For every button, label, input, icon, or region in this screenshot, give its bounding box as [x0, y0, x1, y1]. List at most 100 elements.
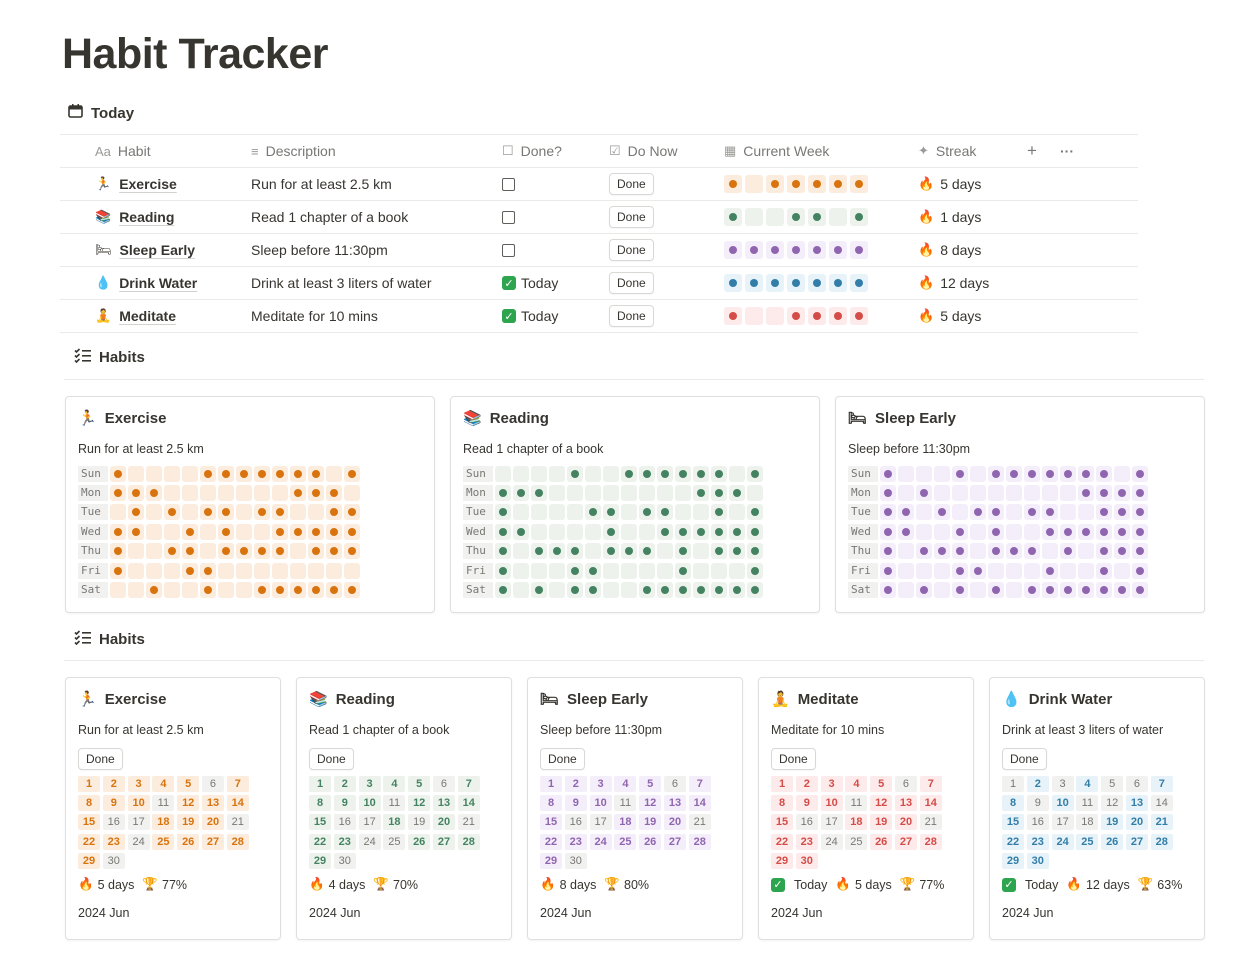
calendar-day: 28: [919, 833, 942, 850]
done-button[interactable]: Done: [540, 748, 585, 770]
done-cell[interactable]: [502, 234, 515, 266]
heatmap-cell: [603, 504, 619, 521]
card-title[interactable]: 💧 Drink Water: [1002, 690, 1113, 709]
card-title[interactable]: 📚 Reading: [463, 409, 549, 428]
calendar-day: 10: [127, 795, 150, 812]
table-row[interactable]: 📚 Reading Read 1 chapter of a book Done 🔥 1 d…: [60, 200, 1138, 233]
calendar-card[interactable]: 💧 Drink Water Drink at least 3 liters of w…: [989, 677, 1205, 940]
habit-name[interactable]: Exercise: [119, 176, 177, 192]
calendar-day: 18: [152, 814, 175, 831]
done-button[interactable]: Done: [1002, 748, 1047, 770]
column-header-done[interactable]: ☐ Done?: [502, 143, 562, 159]
calendar-day: 18: [1076, 814, 1099, 831]
view-tab-today[interactable]: Today: [68, 104, 134, 122]
table-row[interactable]: 🛏 Sleep Early Sleep before 11:30pm Done 🔥 8 d…: [60, 233, 1138, 266]
done-checkbox[interactable]: [502, 243, 515, 257]
column-header-description[interactable]: ≡ Description: [251, 143, 336, 159]
habit-cell[interactable]: 💧 Drink Water: [95, 267, 197, 299]
heatmap-cell: [344, 465, 360, 482]
week-day-cell: [808, 208, 826, 226]
calendar-card[interactable]: 📚 Reading Read 1 chapter of a book Done 1 2 3 4…: [296, 677, 512, 940]
dot: [792, 213, 800, 221]
dot: [535, 586, 543, 595]
done-cell[interactable]: [502, 168, 515, 200]
more-options-button[interactable]: ···: [1060, 143, 1074, 159]
week-strip: [724, 208, 868, 226]
done-cell[interactable]: ✓ Today: [502, 300, 558, 332]
table-row[interactable]: 💧 Drink Water Drink at least 3 liters of w…: [60, 266, 1138, 299]
checked-checkbox-icon[interactable]: ✓: [502, 276, 516, 290]
table-row[interactable]: 🧘 Meditate Meditate for 10 mins ✓ Today Done 🔥…: [60, 299, 1138, 333]
habit-cell[interactable]: 📚 Reading: [95, 201, 174, 233]
do-now-button[interactable]: Done: [609, 206, 654, 228]
habit-cell[interactable]: 🏃 Exercise: [95, 168, 177, 200]
dot: [1136, 469, 1144, 478]
habit-name[interactable]: Meditate: [119, 308, 176, 324]
done-checkbox[interactable]: [502, 210, 515, 224]
heatmap-cell: [621, 465, 637, 482]
heatmap-cell: [916, 543, 932, 560]
calendar-day: 19: [408, 814, 431, 831]
do-now-button[interactable]: Done: [609, 305, 654, 327]
heatmap-cell: [693, 543, 709, 560]
heatmap-row: Sun: [848, 464, 1150, 483]
dot: [750, 246, 758, 254]
calendar-day: 27: [663, 833, 686, 850]
checked-checkbox-icon[interactable]: ✓: [502, 309, 516, 323]
heatmap-cell: [934, 485, 950, 502]
calendar-card[interactable]: 🏃 Exercise Run for at least 2.5 km Done 1 2 3 4…: [65, 677, 281, 940]
table-row[interactable]: 🏃 Exercise Run for at least 2.5 km Done 🔥 5 d…: [60, 167, 1138, 200]
heatmap-cell: [1042, 465, 1058, 482]
done-cell[interactable]: ✓ Today: [502, 267, 558, 299]
card-title[interactable]: 🛏 Sleep Early: [540, 690, 648, 709]
section-header-habits-calendar[interactable]: Habits: [74, 630, 145, 649]
heatmap-cell: [621, 485, 637, 502]
heatmap-cell: [164, 543, 180, 560]
dot: [733, 547, 741, 556]
column-header-do-now[interactable]: ☑ Do Now: [609, 143, 678, 159]
column-header-current-week[interactable]: ▦ Current Week: [724, 143, 830, 159]
do-now-button[interactable]: Done: [609, 239, 654, 261]
calendar-week-row: 22 23 24 25 26 27 28: [771, 832, 945, 851]
do-now-button[interactable]: Done: [609, 272, 654, 294]
heatmap-row: Fri: [463, 561, 765, 580]
column-header-habit[interactable]: Aa Habit: [95, 143, 151, 159]
heatmap-cell: [585, 582, 601, 599]
completion-rate: 63%: [1157, 877, 1183, 892]
heatmap-cell: [880, 582, 896, 599]
habit-cell[interactable]: 🛏 Sleep Early: [95, 234, 195, 266]
habit-name: Drink Water: [1028, 690, 1113, 708]
heatmap-card[interactable]: 🏃 Exercise Run for at least 2.5 km Sun Mon Tu…: [65, 396, 435, 613]
habit-name[interactable]: Reading: [119, 209, 175, 225]
card-title[interactable]: 🏃 Exercise: [78, 409, 166, 428]
heatmap-cell: [1006, 562, 1022, 579]
done-checkbox[interactable]: [502, 177, 515, 191]
heatmap-card[interactable]: 📚 Reading Read 1 chapter of a book Sun Mon Tu…: [450, 396, 820, 613]
done-cell[interactable]: [502, 201, 515, 233]
section-header-habits[interactable]: Habits: [74, 348, 145, 367]
done-button[interactable]: Done: [771, 748, 816, 770]
card-title[interactable]: 🧘 Meditate: [771, 690, 859, 709]
dot: [1100, 469, 1108, 478]
column-header-streak[interactable]: ✦ Streak: [918, 143, 977, 159]
card-title[interactable]: 🛏 Sleep Early: [848, 409, 956, 428]
heatmap-cell: [952, 543, 968, 560]
heatmap-cell: [146, 582, 162, 599]
day-label: Tue: [78, 504, 108, 521]
habit-name[interactable]: Drink Water: [119, 275, 198, 291]
dot: [733, 489, 741, 498]
habit-cell[interactable]: 🧘 Meditate: [95, 300, 176, 332]
done-button[interactable]: Done: [78, 748, 123, 770]
habit-name[interactable]: Sleep Early: [119, 242, 196, 258]
calendar-card[interactable]: 🧘 Meditate Meditate for 10 mins Done 1 2 3 4 5 6 7…: [758, 677, 974, 940]
card-title[interactable]: 📚 Reading: [309, 690, 395, 709]
add-property-button[interactable]: +: [1027, 141, 1037, 160]
do-now-button[interactable]: Done: [609, 173, 654, 195]
heatmap-card[interactable]: 🛏 Sleep Early Sleep before 11:30pm Sun Mon Tu…: [835, 396, 1205, 613]
calendar-card[interactable]: 🛏 Sleep Early Sleep before 11:30pm Done 1 2 3 4…: [527, 677, 743, 940]
dot: [1010, 547, 1018, 556]
calendar-day: 8: [540, 795, 562, 812]
done-button[interactable]: Done: [309, 748, 354, 770]
day-label: Sat: [463, 582, 493, 599]
card-title[interactable]: 🏃 Exercise: [78, 690, 166, 709]
